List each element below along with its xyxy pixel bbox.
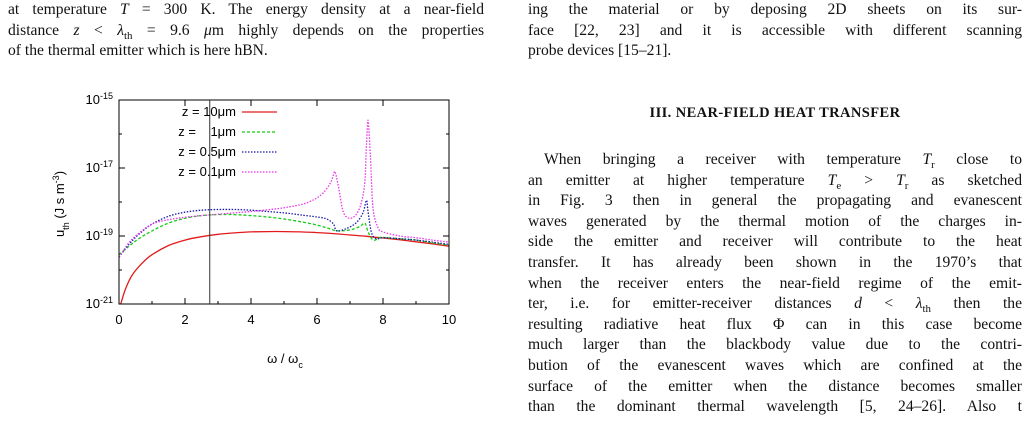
section-heading: III. NEAR-FIELD HEAT TRANSFER [649,105,901,121]
x-tick-label: 4 [247,312,254,327]
para-line-6: transfer. It has already been shown in t… [528,253,1022,271]
para-line-12: surface of the emitter when the distance… [528,377,1022,395]
series-line-4 [119,119,449,258]
para-line-1: When bringing a receiver with temperatur… [544,151,1022,172]
x-tick-label: 6 [313,312,320,327]
right-text-line-1: ing the material or by deposing 2D sheet… [528,1,1022,18]
left-text-line-1: at temperature T = 300 K. The energy den… [8,1,484,18]
para-line-11: bution of the evanescent waves which are… [528,356,1022,374]
right-top-paragraph: ing the material or by deposing 2D sheet… [528,0,1022,62]
right-text-line-3: probe devices [15–21]. [528,42,672,60]
series-line-1 [120,230,449,304]
legend-label-4: z = 0.1μm [178,164,236,179]
para-line-10: much larger than the blackbody value due… [528,336,1022,354]
x-tick-label: 0 [115,312,122,327]
para-line-7: when the receiver enters the near-field … [528,274,1022,292]
y-tick-label: 10-21 [86,295,113,311]
para-line-9: resulting radiative heat flux Φ can in t… [528,315,1022,333]
series-line-3 [119,199,449,258]
para-line-5: side the emitter and receiver will contr… [528,233,1022,251]
para-line-13: than the dominant thermal wavelength [5,… [528,398,1022,416]
para-line-2: an emitter at higher temperature Te > Tr… [528,171,1023,192]
x-tick-label: 8 [379,312,386,327]
x-tick-label: 2 [181,312,188,327]
y-tick-label: 10-19 [86,227,113,243]
legend-label-1: z = 10μm [182,104,236,119]
para-line-4: waves generated by the thermal motion of… [528,212,1022,230]
legend-label-2: z = 1μm [178,124,236,139]
energy-density-chart: 0 2 4 6 8 10 10-21 10-19 10-17 10-15 z = 10μm z = … [0,88,500,434]
chart-svg: 0 2 4 6 8 10 10-21 10-19 10-17 10-15 z = 10μm z = … [51,91,456,370]
y-tick-label: 10-15 [86,91,113,107]
series-line-2 [119,213,449,256]
left-text-line-2: distance z < λth = 9.6 μm highly depends… [8,21,485,42]
left-paragraph: at temperature T = 300 K. The energy den… [8,0,484,62]
right-text-line-2: face [22, 23] and it is accessible with … [528,21,1022,39]
section-paragraph: When bringing a receiver with temperatur… [528,150,1022,418]
y-tick-label: 10-17 [86,159,113,175]
para-line-8: ter, i.e. for emitter-receiver distances… [528,295,1022,316]
x-tick-label: 10 [442,312,456,327]
y-axis-label: uth (J s m-3) [51,171,71,237]
plot-frame [118,99,450,305]
left-text-line-3: of the thermal emitter which is here hBN… [8,42,268,60]
para-line-3: in Fig. 3 then in general the propagatin… [528,192,1022,210]
legend-label-3: z = 0.5μm [178,144,236,159]
x-axis-label: ω / ωc [267,351,303,370]
